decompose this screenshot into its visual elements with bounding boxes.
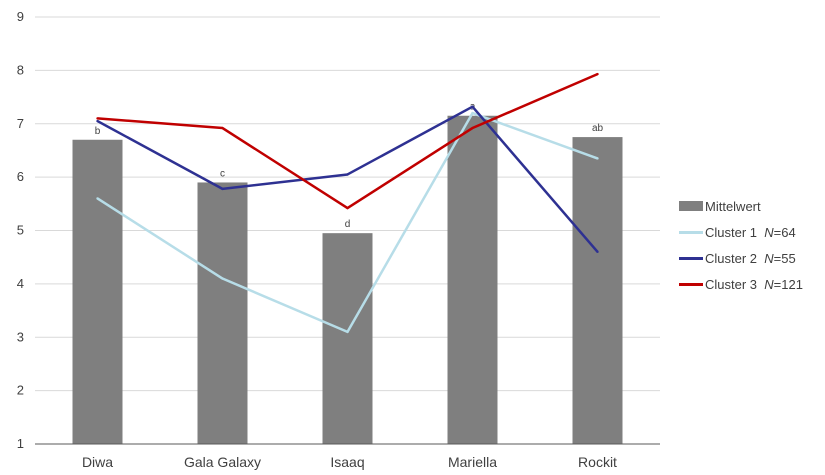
y-tick-label: 3 (17, 329, 24, 344)
legend-item-cluster-3: Cluster 3 N =121 (679, 271, 825, 297)
series-point-cluster-1 (471, 111, 474, 115)
bar (197, 182, 248, 444)
y-tick-label: 4 (17, 276, 24, 291)
legend-swatch-cluster-3 (679, 282, 703, 286)
legend-item-cluster-1: Cluster 1 N =64 (679, 219, 825, 245)
y-tick-label: 8 (17, 62, 24, 77)
y-tick-label: 7 (17, 116, 24, 131)
legend-n-value-cluster-1: =64 (773, 224, 796, 240)
legend-item-cluster-2: Cluster 2 N =55 (679, 245, 825, 271)
series-point-cluster-3 (471, 126, 474, 130)
y-tick-label: 5 (17, 223, 24, 238)
bar (447, 115, 498, 445)
series-line-cluster-3 (97, 72, 598, 210)
series-point-cluster-2 (221, 187, 224, 191)
legend-label-cluster-1: Cluster 1 (705, 224, 758, 240)
bar-significance-label: c (220, 168, 225, 179)
series-point-cluster-3 (346, 206, 349, 210)
series-point-cluster-2 (346, 173, 349, 176)
series-point-cluster-1 (96, 197, 99, 200)
bar (72, 139, 123, 444)
series-point-cluster-3 (221, 126, 224, 130)
series-point-cluster-2 (471, 105, 474, 108)
x-tick-label: Diwa (82, 454, 113, 470)
legend-swatch-cluster-1 (679, 230, 703, 234)
legend-n-value-cluster-3: =121 (773, 276, 803, 292)
series-point-cluster-2 (596, 250, 599, 254)
legend: Mittelwert Cluster 1 N =64 Cluster 2 N =55… (679, 193, 825, 297)
legend-label-cluster-3: Cluster 3 (705, 276, 758, 292)
bar (322, 233, 373, 444)
legend-label-cluster-2: Cluster 2 (705, 250, 758, 266)
legend-swatch-mittelwert (679, 201, 703, 211)
legend-n-label-cluster-3: N (764, 276, 774, 292)
series-point-cluster-1 (346, 330, 349, 334)
x-tick-label: Mariella (448, 454, 497, 470)
legend-swatch-cluster-2 (679, 256, 703, 260)
x-tick-label: Gala Galaxy (184, 454, 261, 470)
y-tick-label: 9 (17, 9, 24, 24)
legend-n-value-cluster-2: =55 (773, 250, 796, 266)
series-point-cluster-1 (596, 157, 599, 160)
y-tick-label: 1 (17, 436, 24, 451)
bar-significance-label: d (345, 219, 351, 230)
y-tick-label: 6 (17, 169, 24, 184)
x-tick-label: Rockit (578, 454, 617, 470)
x-tick-label: Isaaq (330, 454, 364, 470)
series-point-cluster-2 (96, 119, 99, 123)
y-tick-label: 2 (17, 383, 24, 398)
series-point-cluster-3 (596, 72, 599, 76)
series-point-cluster-3 (96, 117, 99, 120)
legend-item-mittelwert: Mittelwert (679, 193, 825, 219)
legend-n-label-cluster-2: N (764, 250, 774, 266)
bar (572, 137, 623, 444)
legend-n-label-cluster-1: N (764, 224, 774, 240)
bar-significance-label: ab (592, 123, 604, 134)
legend-label-mittelwert: Mittelwert (705, 198, 761, 214)
series-point-cluster-1 (221, 277, 224, 280)
bar-significance-label: b (95, 126, 101, 137)
